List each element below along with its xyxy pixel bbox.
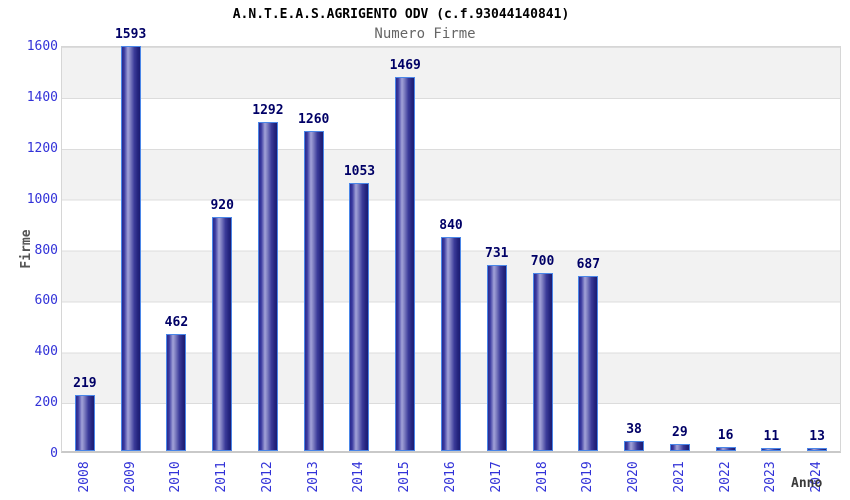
value-label-2012: 1292 (252, 103, 284, 119)
bar-2022 (715, 446, 736, 451)
value-label-2022: 16 (717, 427, 734, 443)
x-axis-title: Anno (791, 476, 823, 491)
bar-slot-2013: 1260 2013 (291, 47, 337, 493)
bar-2016 (441, 237, 461, 451)
bar-slot-2017: 731 2017 (474, 47, 520, 493)
x-tick-2023: 2023 (763, 461, 779, 493)
bar-2011 (212, 217, 233, 451)
value-label-2008: 219 (73, 376, 97, 392)
bar-slot-2008: 219 2008 (62, 47, 108, 493)
value-label-2018: 700 (530, 253, 555, 269)
x-tick-2013: 2013 (305, 461, 321, 493)
x-tick-2019: 2019 (580, 461, 596, 493)
y-tick-600: 600 (34, 293, 58, 309)
x-tick-2017: 2017 (488, 461, 504, 493)
x-tick-2021: 2021 (671, 461, 687, 493)
bar-slot-2024: 13 2024 (794, 47, 840, 493)
bar-2012 (257, 122, 278, 451)
x-tick-2022: 2022 (717, 461, 733, 493)
x-tick-2011: 2011 (214, 461, 230, 493)
value-label-2020: 38 (626, 422, 642, 438)
bar-2017 (486, 265, 507, 451)
value-label-2013: 1260 (298, 111, 330, 127)
y-tick-0: 0 (50, 446, 58, 461)
bar-2014 (349, 183, 370, 451)
chart-title: A.N.T.E.A.S.AGRIGENTO ODV (c.f.930441408… (232, 7, 570, 22)
value-label-2024: 13 (809, 428, 825, 444)
y-tick-1400: 1400 (26, 89, 58, 105)
x-tick-2009: 2009 (122, 461, 138, 493)
value-label-2017: 731 (485, 246, 509, 262)
bar-2018 (532, 272, 553, 451)
bar-slot-2018: 700 2018 (520, 47, 566, 492)
bar-slot-2016: 840 2016 (428, 47, 474, 493)
value-label-2011: 920 (210, 198, 234, 213)
bar-slot-2021: 29 2021 (657, 47, 703, 493)
bar-slot-2014: 1053 2014 (337, 47, 383, 493)
y-tick-400: 400 (34, 344, 58, 360)
value-label-2010: 462 (164, 314, 189, 330)
y-tick-1200: 1200 (26, 140, 58, 156)
value-label-2021: 29 (672, 424, 688, 440)
value-label-2015: 1469 (389, 58, 421, 74)
bar-2023 (761, 448, 782, 451)
x-tick-2010: 2010 (168, 461, 184, 493)
value-label-2016: 840 (439, 218, 463, 234)
x-tick-2018: 2018 (534, 461, 550, 493)
bar-2019 (578, 276, 599, 451)
x-tick-2020: 2020 (626, 461, 642, 493)
bar-slot-2015: 1469 2015 (382, 47, 428, 493)
bar-2008 (74, 395, 95, 451)
x-tick-2015: 2015 (397, 461, 413, 493)
value-label-2009: 1593 (114, 26, 147, 42)
y-tick-1600: 1600 (26, 39, 58, 54)
bar-slot-2020: 38 2020 (611, 47, 657, 493)
x-tick-2012: 2012 (259, 461, 275, 493)
bar-slot-2019: 687 2019 (565, 47, 611, 493)
bar-slot-2011: 920 2011 (199, 47, 245, 493)
bar-slot-2012: 1292 2012 (245, 47, 291, 493)
bar-2010 (166, 333, 187, 451)
bar-2020 (624, 441, 645, 451)
bar-2009 (120, 45, 141, 451)
x-tick-2014: 2014 (351, 461, 367, 493)
bar-slot-2022: 16 2022 (703, 47, 749, 493)
bar-slot-2009: 1593 2009 (108, 27, 154, 492)
plot-area: 219 2008 1593 2009 462 2010 920 2011 1292 2012 126… (61, 27, 841, 493)
y-tick-1000: 1000 (26, 191, 58, 207)
value-label-2019: 687 (576, 257, 601, 273)
bar-slot-2010: 462 2010 (154, 47, 200, 493)
chart-subtitle: Numero Firme (374, 26, 476, 42)
x-tick-2016: 2016 (443, 461, 458, 493)
bar-2024 (807, 447, 828, 451)
bar-2015 (395, 77, 416, 451)
bar-slot-2023: 11 2023 (748, 47, 794, 493)
value-label-2014: 1053 (343, 164, 376, 180)
bar-2013 (303, 130, 324, 451)
x-tick-2008: 2008 (76, 461, 92, 493)
y-tick-200: 200 (34, 395, 58, 411)
bar-2021 (669, 443, 690, 451)
value-label-2023: 11 (763, 429, 780, 444)
y-tick-800: 800 (34, 242, 58, 258)
